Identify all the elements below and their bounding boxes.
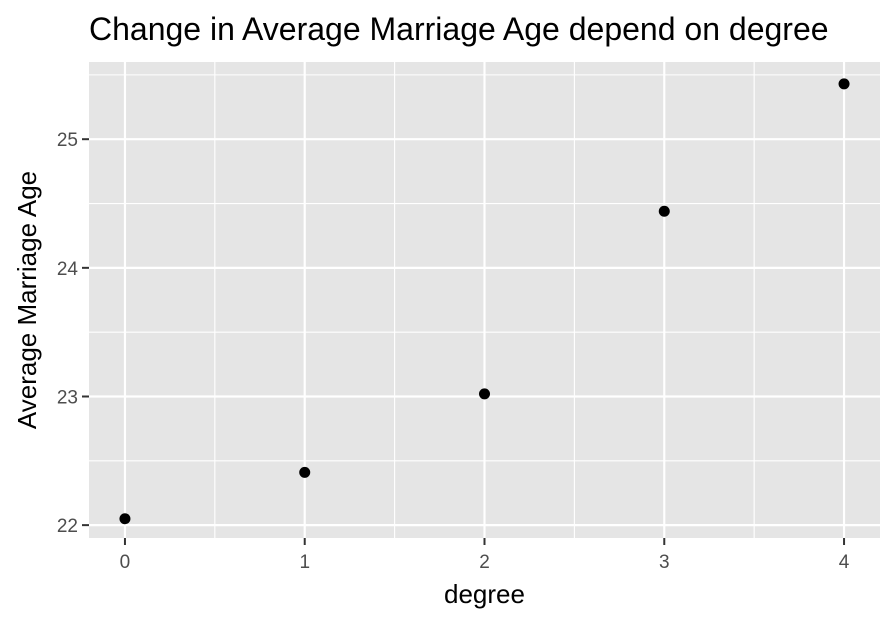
x-axis-title: degree [444, 579, 525, 609]
data-point [299, 466, 311, 478]
y-axis-ticks: 22 23 24 25 [57, 130, 89, 537]
y-axis-title: Average Marriage Age [12, 171, 42, 429]
y-tick-label: 23 [57, 387, 78, 408]
x-axis-ticks: 0 1 2 3 4 [120, 538, 850, 573]
x-tick-label: 1 [299, 552, 310, 573]
x-tick-label: 0 [120, 552, 131, 573]
y-tick-label: 22 [57, 516, 78, 537]
data-point [479, 388, 490, 400]
chart-title: Change in Average Marriage Age depend on… [89, 11, 829, 47]
data-point [838, 78, 850, 90]
data-point [658, 205, 670, 217]
data-point [119, 513, 131, 525]
x-tick-label: 4 [839, 552, 850, 573]
x-tick-label: 3 [659, 552, 670, 573]
data-points [119, 78, 850, 525]
y-tick-label: 24 [57, 259, 79, 280]
x-tick-label: 2 [479, 552, 490, 573]
y-tick-label: 25 [57, 130, 78, 151]
